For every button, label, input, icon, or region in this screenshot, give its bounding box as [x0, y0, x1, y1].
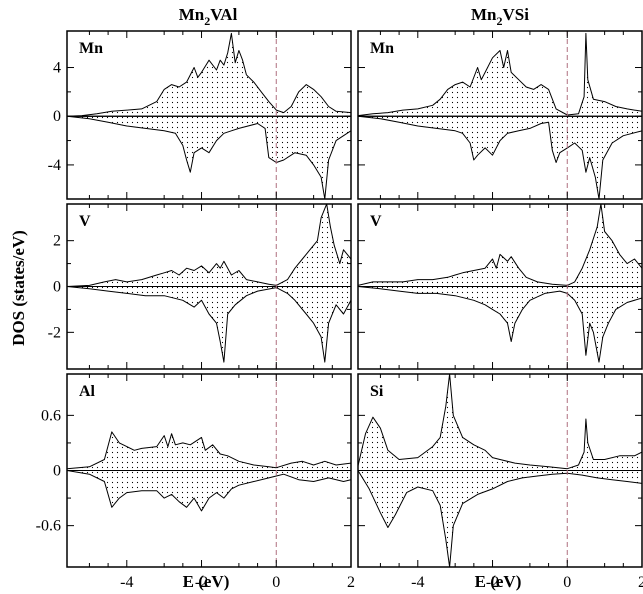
- y-axis-label: DOS (states/eV): [9, 230, 28, 346]
- dos-down-curve: [358, 286, 642, 363]
- dos-panel-v-right: V: [357, 203, 643, 370]
- panel-plot-area: [358, 31, 642, 199]
- dos-panel-al-left: 0.6 0 -0.6 Al -4 -2 0 2: [36, 373, 355, 591]
- x-tick-label: 2: [638, 574, 643, 591]
- y-tick-label: 4: [53, 60, 61, 77]
- dos-up-curve: [67, 204, 351, 287]
- y-tick-label: 0: [53, 279, 61, 296]
- x-axis-label-right: E (eV): [475, 572, 522, 591]
- panel-plot-area: [67, 374, 351, 567]
- x-tick-label: -2: [486, 574, 499, 591]
- element-label: Mn: [79, 40, 103, 57]
- dos-down-curve: [358, 470, 642, 567]
- panel-frame: [357, 30, 643, 200]
- element-label: Mn: [370, 40, 394, 57]
- x-axis-label-left: E (eV): [183, 572, 230, 591]
- column-title-right: Mn2VSi: [471, 5, 529, 28]
- y-tick-label: 2: [53, 233, 61, 250]
- dos-up-curve: [67, 431, 351, 471]
- panel-plot-area: [67, 204, 351, 369]
- x-tick-label: 2: [347, 574, 355, 591]
- element-label: V: [79, 213, 91, 230]
- dos-up-curve: [358, 32, 642, 117]
- y-tick-label: -0.6: [36, 518, 61, 535]
- y-tick-label: -2: [48, 324, 61, 341]
- element-label: Si: [370, 383, 384, 400]
- column-title-left: Mn2VAl: [179, 5, 238, 28]
- dos-down-curve: [67, 286, 351, 363]
- dos-down-curve: [67, 470, 351, 512]
- y-tick-label: 0: [53, 463, 61, 480]
- x-tick-label: -4: [120, 574, 133, 591]
- dos-down-curve: [358, 115, 642, 199]
- dos-panel-mn-left: 4 0 -4 Mn: [48, 30, 352, 200]
- x-tick-label: 0: [563, 574, 571, 591]
- panel-frame: [66, 30, 352, 200]
- x-tick-label: -4: [411, 574, 424, 591]
- x-tick-label: -2: [195, 574, 208, 591]
- element-label: V: [370, 213, 382, 230]
- dos-up-curve: [358, 374, 642, 471]
- panel-plot-area: [67, 31, 351, 199]
- dos-down-curve: [67, 115, 351, 199]
- y-tick-label: 0.6: [41, 407, 61, 424]
- dos-panel-v-left: 2 0 -2 V: [48, 203, 352, 370]
- dos-panel-mn-right: Mn: [357, 30, 643, 200]
- y-tick-label: 0: [53, 108, 61, 125]
- element-label: Al: [79, 383, 96, 400]
- dos-up-curve: [358, 204, 642, 287]
- panel-grid: 4 0 -4 Mn Mn 2 0 -2 V V 0.6 0 -0.6 Al -4 -2 0 2 Si -4 -2 0 2: [36, 30, 643, 591]
- dos-up-curve: [67, 32, 351, 117]
- dos-panel-si-right: Si -4 -2 0 2: [357, 373, 643, 591]
- y-tick-label: -4: [48, 157, 61, 174]
- panel-plot-area: [358, 204, 642, 369]
- x-tick-label: 0: [272, 574, 280, 591]
- panel-plot-area: [358, 374, 642, 567]
